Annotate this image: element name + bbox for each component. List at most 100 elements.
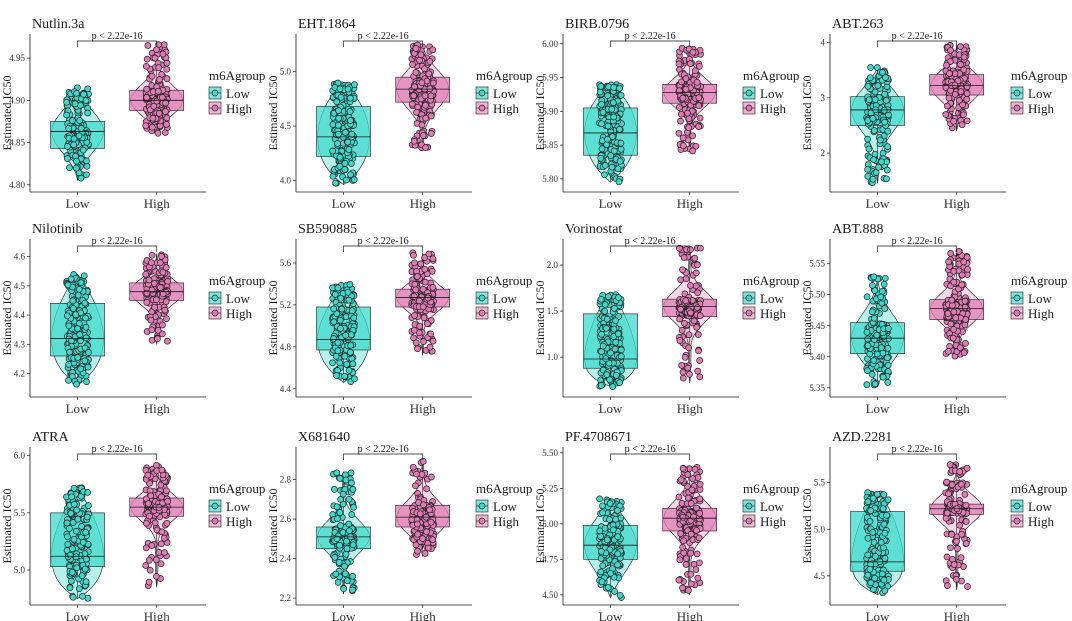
high-point <box>426 85 434 93</box>
high-point <box>691 67 699 75</box>
high-point <box>685 344 693 352</box>
low-point <box>611 305 618 312</box>
low-point <box>604 122 612 130</box>
y-tick-label: 5.00 <box>542 519 558 529</box>
high-point <box>160 534 168 542</box>
low-point <box>335 559 343 566</box>
legend-key-point <box>745 104 753 112</box>
high-point <box>953 538 960 545</box>
high-point <box>412 45 420 52</box>
panel-title: X681640 <box>298 430 350 445</box>
low-point <box>615 294 622 301</box>
high-point <box>684 471 692 478</box>
high-point <box>149 123 156 131</box>
low-point <box>71 100 79 108</box>
low-point <box>74 354 82 361</box>
high-point <box>412 482 419 490</box>
high-point <box>408 100 416 108</box>
low-point <box>75 585 83 593</box>
low-point <box>351 375 358 383</box>
low-point <box>865 145 873 153</box>
high-point <box>421 278 429 286</box>
y-axis-label: Estimated IC50 <box>266 281 280 356</box>
low-point <box>350 176 358 183</box>
high-point <box>156 76 163 83</box>
high-point <box>410 137 418 145</box>
y-tick-label: 5.0 <box>14 565 26 575</box>
high-point <box>956 344 964 351</box>
high-point <box>949 334 957 342</box>
low-point <box>72 311 80 319</box>
low-point <box>330 305 338 313</box>
panel-azd-2281: AZD.2281 Estimated IC50 p < 2.22e-16 4.5 5.0… <box>800 430 1067 621</box>
high-point <box>679 513 687 521</box>
high-point <box>958 530 966 538</box>
high-point <box>155 64 163 71</box>
high-point <box>696 114 704 122</box>
high-point <box>947 250 955 257</box>
y-tick-label: 5.50 <box>809 290 825 300</box>
low-point <box>336 153 344 161</box>
high-point <box>694 574 702 582</box>
high-point <box>162 108 169 115</box>
low-point <box>336 359 344 367</box>
high-point <box>419 458 427 465</box>
low-point <box>331 486 338 493</box>
low-point <box>337 522 344 529</box>
low-point <box>348 511 356 518</box>
low-point <box>346 108 354 115</box>
legend-label: Low <box>1028 499 1052 514</box>
low-point <box>870 357 878 364</box>
high-point <box>148 542 156 549</box>
high-point <box>428 473 435 481</box>
low-point <box>343 176 350 184</box>
high-point <box>696 495 704 503</box>
low-point <box>77 279 85 286</box>
low-point <box>879 69 886 76</box>
low-point <box>864 367 871 374</box>
low-point <box>76 331 84 338</box>
low-point <box>606 376 614 384</box>
high-point <box>682 75 690 82</box>
high-point <box>677 305 684 313</box>
high-point <box>950 278 958 286</box>
high-point <box>414 530 422 538</box>
low-point <box>884 354 891 362</box>
low-point <box>64 533 71 541</box>
low-point <box>349 586 356 594</box>
low-point <box>67 275 75 283</box>
x-tick-label: High <box>410 609 437 621</box>
low-point <box>607 152 615 159</box>
high-point <box>692 282 700 290</box>
low-point <box>334 140 341 147</box>
low-point <box>330 318 338 326</box>
high-point <box>943 553 951 561</box>
legend-key-point <box>211 309 219 317</box>
high-point <box>942 111 950 118</box>
low-point <box>611 588 618 595</box>
low-point <box>329 359 336 367</box>
high-point <box>951 81 959 89</box>
significance-bracket <box>77 453 158 460</box>
panel-eht-1864: EHT.1864 Estimated IC50 p < 2.22e-16 4.0 4.5… <box>266 17 532 211</box>
y-tick-label: 4.0 <box>280 175 292 185</box>
low-point <box>341 352 349 360</box>
high-point <box>694 261 701 269</box>
high-point <box>151 519 159 527</box>
y-tick-label: 5.90 <box>542 106 558 116</box>
high-point <box>960 53 968 61</box>
high-point <box>676 556 684 564</box>
low-point <box>333 372 340 379</box>
low-point <box>604 92 612 99</box>
low-point <box>873 331 881 339</box>
y-tick-label: 5.0 <box>280 67 292 77</box>
high-point <box>145 500 152 507</box>
low-point <box>883 511 890 519</box>
high-points <box>942 248 972 360</box>
low-point <box>64 281 72 289</box>
x-tick-label: High <box>677 609 704 621</box>
low-point <box>607 569 614 577</box>
low-point <box>864 534 872 542</box>
low-point <box>85 349 92 356</box>
